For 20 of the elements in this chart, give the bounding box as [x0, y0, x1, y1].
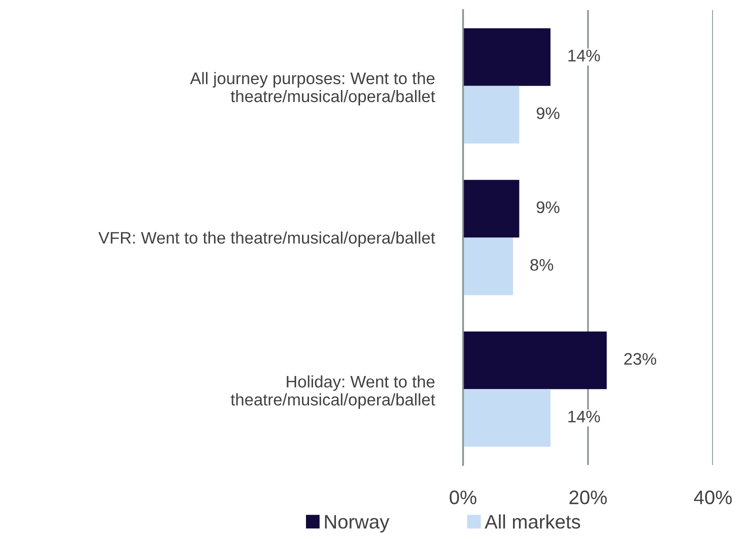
bar — [463, 86, 520, 144]
y-tick-label: All journey purposes: Went to the theatre/musical/opera/ballet — [190, 72, 436, 106]
y-tick-label: VFR: Went to the theatre/musical/opera/ballet — [98, 231, 436, 247]
bar — [463, 180, 520, 238]
x-tick-label: 40% — [694, 490, 732, 504]
data-label: 8% — [530, 258, 554, 271]
bar — [463, 238, 513, 296]
bar — [463, 332, 607, 390]
data-label: 14% — [568, 50, 600, 62]
y-tick-label: Holiday: Went to the theatre/musical/opera/ballet — [230, 375, 436, 409]
bar — [463, 389, 550, 447]
data-label: 9% — [536, 107, 560, 120]
x-tick-label: 20% — [570, 490, 607, 504]
bar — [463, 28, 550, 86]
legend-label: All markets — [484, 514, 580, 529]
data-label: 14% — [568, 410, 600, 422]
data-label: 23% — [624, 353, 656, 365]
data-label: 9% — [536, 201, 560, 214]
legend-label: Norway — [325, 515, 390, 532]
x-tick-label: 0% — [450, 490, 476, 504]
